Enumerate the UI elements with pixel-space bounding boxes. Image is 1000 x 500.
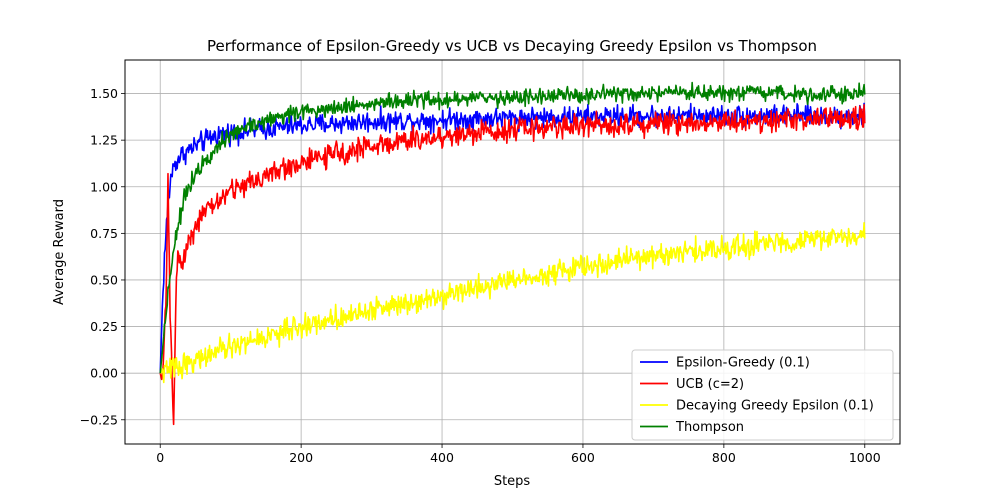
legend-box [631,349,894,441]
legend-entry: Epsilon-Greedy (0.1) [676,356,810,371]
x-tick-label: 400 [430,450,454,465]
series-line [159,81,866,374]
legend-entry: Thompson [675,420,744,435]
y-axis-label: Average Reward [52,199,67,305]
legend: Epsilon-Greedy (0.1) UCB (c=2) Decaying Gr… [631,349,894,441]
x-tick-label: 800 [712,450,736,465]
x-tick-label: 0 [156,450,164,465]
x-tick-label: 200 [289,450,313,465]
series-lines [159,81,866,426]
y-tick-label: 0.25 [90,319,118,334]
plot-frame [124,59,901,445]
y-tick-label: 0.00 [90,366,118,381]
y-tick-label: 0.50 [90,272,118,287]
y-tick-label: 1.00 [90,179,118,194]
x-tick-label: 600 [571,450,595,465]
chart-title: Performance of Epsilon-Greedy vs UCB vs … [207,37,817,55]
y-tick-label: 1.50 [90,86,118,101]
axes: 0 200 400 600 800 1000 −0.25 0.00 0.25 0.50 0.75 1.… [80,86,881,465]
x-tick-label: 1000 [849,450,881,465]
series-line [159,104,866,426]
y-tick-label: −0.25 [80,412,118,427]
y-tick-label: 1.25 [90,133,118,148]
series-line [159,221,866,384]
legend-entry: UCB (c=2) [676,377,744,392]
legend-entry: Decaying Greedy Epsilon (0.1) [676,399,874,414]
y-tick-label: 0.75 [90,226,118,241]
x-axis-label: Steps [494,474,531,489]
series-line [159,101,866,374]
